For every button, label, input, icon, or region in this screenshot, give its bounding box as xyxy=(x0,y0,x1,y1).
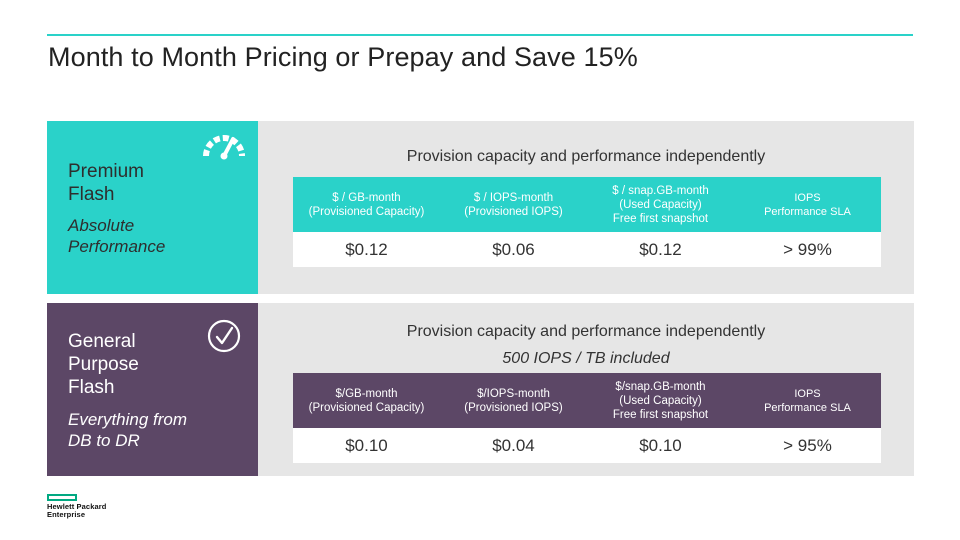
general-table-header: $/GB-month (Provisioned Capacity) $/IOPS… xyxy=(293,373,881,428)
premium-table-header: $ / GB-month (Provisioned Capacity) $ / … xyxy=(293,177,881,232)
general-tier-subtitle: Everything from DB to DR xyxy=(68,409,187,451)
hpe-logo: Hewlett Packard Enterprise xyxy=(47,494,137,519)
premium-col-gb: $ / GB-month (Provisioned Capacity) xyxy=(293,177,440,232)
col-sublabel: (Used Capacity) xyxy=(619,198,702,211)
premium-price-gb: $0.12 xyxy=(345,239,388,259)
general-name-line-3: Flash xyxy=(68,377,115,398)
logo-element-bar xyxy=(47,494,77,501)
premium-tier-subtitle: Absolute Performance xyxy=(68,215,165,257)
speedometer-gauge-icon xyxy=(203,135,245,160)
premium-col-iops: $ / IOPS-month (Provisioned IOPS) xyxy=(440,177,587,232)
premium-sub-line-1: Absolute xyxy=(68,216,135,235)
col-note: Free first snapshot xyxy=(612,212,709,225)
col-label: $ / snap.GB-month xyxy=(612,184,709,197)
general-heading: Provision capacity and performance indep… xyxy=(258,318,914,372)
col-sublabel: (Provisioned Capacity) xyxy=(308,401,425,414)
general-sla-value: > 95% xyxy=(783,435,832,455)
premium-flash-tile: Premium Flash Absolute Performance xyxy=(47,121,258,294)
slide-title: Month to Month Pricing or Prepay and Sav… xyxy=(48,42,638,72)
premium-col-sla: IOPS Performance SLA xyxy=(734,177,881,232)
col-note: Free first snapshot xyxy=(612,408,709,421)
logo-wordmark: Hewlett Packard Enterprise xyxy=(47,503,137,519)
col-label: $ / IOPS-month xyxy=(473,191,554,204)
col-sublabel: (Provisioned IOPS) xyxy=(464,401,563,414)
checkmark-circle-icon xyxy=(207,319,241,353)
col-sublabel: Performance SLA xyxy=(764,205,851,218)
premium-price-snap: $0.12 xyxy=(639,239,682,259)
general-col-gb: $/GB-month (Provisioned Capacity) xyxy=(293,373,440,428)
premium-price-iops: $0.06 xyxy=(492,239,535,259)
premium-col-snap: $ / snap.GB-month (Used Capacity) Free f… xyxy=(587,177,734,232)
col-label: $ / GB-month xyxy=(332,191,401,204)
premium-name-line-1: Premium xyxy=(68,161,145,182)
premium-table-row: $0.12 $0.06 $0.12 > 99% xyxy=(293,232,881,267)
col-label: IOPS xyxy=(794,191,821,204)
col-sublabel: (Provisioned IOPS) xyxy=(464,205,563,218)
general-col-iops: $/IOPS-month (Provisioned IOPS) xyxy=(440,373,587,428)
logo-line-2: Enterprise xyxy=(47,510,86,519)
premium-sla-value: > 99% xyxy=(783,239,832,259)
general-pricing-table: $/GB-month (Provisioned Capacity) $/IOPS… xyxy=(293,373,881,463)
col-label: $/snap.GB-month xyxy=(615,380,706,393)
col-sublabel: (Provisioned Capacity) xyxy=(308,205,425,218)
general-sub-line-2: DB to DR xyxy=(68,431,140,450)
general-heading-line-1: Provision capacity and performance indep… xyxy=(406,323,766,340)
general-col-snap: $/snap.GB-month (Used Capacity) Free fir… xyxy=(587,373,734,428)
general-price-iops: $0.04 xyxy=(492,435,535,455)
premium-tier-name: Premium Flash xyxy=(68,160,144,206)
premium-pricing-table: $ / GB-month (Provisioned Capacity) $ / … xyxy=(293,177,881,267)
general-col-sla: IOPS Performance SLA xyxy=(734,373,881,428)
general-purpose-flash-tile: General Purpose Flash Everything from DB… xyxy=(47,303,258,476)
logo-line-1: Hewlett Packard xyxy=(47,502,107,511)
col-sublabel: Performance SLA xyxy=(764,401,851,414)
general-heading-line-2: 500 IOPS / TB included xyxy=(502,350,670,367)
premium-name-line-2: Flash xyxy=(68,184,115,205)
col-sublabel: (Used Capacity) xyxy=(619,394,702,407)
general-name-line-2: Purpose xyxy=(68,354,139,375)
general-sub-line-1: Everything from xyxy=(68,410,188,429)
col-label: $/GB-month xyxy=(335,387,398,400)
title-rule xyxy=(47,34,913,36)
general-price-gb: $0.10 xyxy=(345,435,388,455)
premium-heading: Provision capacity and performance indep… xyxy=(406,148,766,165)
general-price-snap: $0.10 xyxy=(639,435,682,455)
general-name-line-1: General xyxy=(68,331,136,352)
general-table-row: $0.10 $0.04 $0.10 > 95% xyxy=(293,428,881,463)
col-label: IOPS xyxy=(794,387,821,400)
general-tier-name: General Purpose Flash xyxy=(68,330,139,399)
col-label: $/IOPS-month xyxy=(477,387,550,400)
premium-sub-line-2: Performance xyxy=(68,237,166,256)
